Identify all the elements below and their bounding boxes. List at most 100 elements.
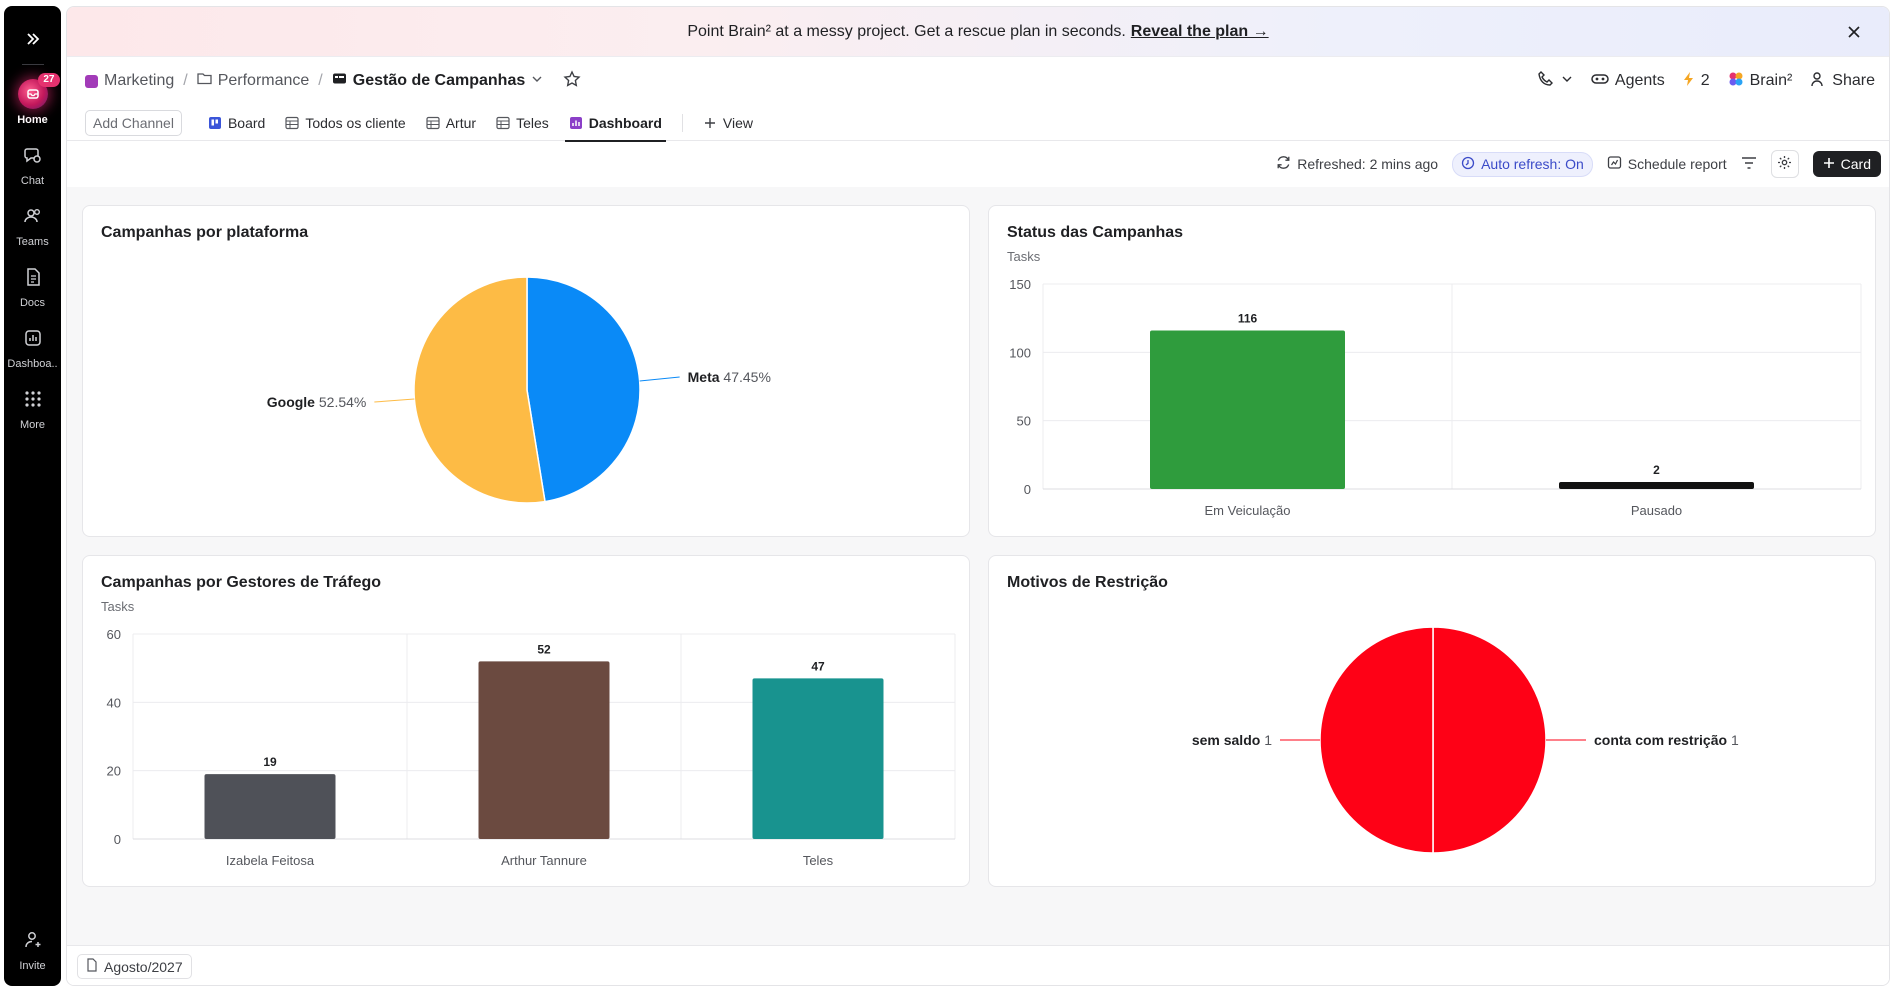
rail-item-teams[interactable]: Teams (4, 201, 61, 248)
breadcrumb-current[interactable]: Gestão de Campanhas (352, 72, 526, 89)
breadcrumb-space[interactable]: Marketing (104, 72, 175, 89)
rail-item-more[interactable]: More (4, 384, 61, 431)
list-icon (332, 72, 347, 90)
tab-label: Todos os cliente (305, 114, 406, 131)
y-tick-label: 150 (1009, 277, 1031, 292)
pie-chart-plataforma: Meta 47.45% Google 52.54% (267, 276, 771, 504)
expand-sidebar-icon[interactable] (22, 28, 44, 50)
card-status-das-campanhas[interactable]: Status das Campanhas Tasks 0 50 100 150 116 E… (988, 205, 1876, 537)
bar-data-label: 19 (263, 755, 277, 769)
pie-slice-meta[interactable] (526, 276, 641, 503)
bar-izabela-feitosa[interactable] (204, 774, 336, 839)
add-card-button[interactable]: Card (1812, 151, 1881, 177)
schedule-report-button[interactable]: Schedule report (1607, 155, 1727, 173)
sheet-tab[interactable]: Agosto/2027 (77, 954, 192, 979)
agents-button[interactable]: Agents (1591, 72, 1665, 90)
table-icon (285, 116, 299, 130)
lightning-icon (1683, 71, 1695, 92)
tab-label: Board (227, 114, 266, 131)
x-tick-label: Em Veiculação (1205, 503, 1291, 518)
banner-link[interactable]: Reveal the plan → (1130, 22, 1269, 40)
pie-leader-line (374, 398, 415, 403)
table-icon (496, 116, 510, 130)
y-tick-label: 40 (107, 695, 121, 710)
add-card-label: Card (1840, 156, 1871, 172)
tab-artur[interactable]: Artur (422, 105, 480, 141)
tab-board[interactable]: Board (204, 105, 269, 141)
rail-item-label: Invite (19, 960, 46, 972)
rail-item-label: Home (17, 114, 48, 126)
y-tick-label: 20 (107, 764, 121, 779)
pie-leader-line (639, 376, 680, 382)
schedule-icon (1607, 155, 1622, 173)
sheet-label: Agosto/2027 (104, 958, 183, 975)
auto-refresh-toggle[interactable]: Auto refresh: On (1452, 151, 1593, 177)
bar-data-label: 116 (1238, 311, 1258, 325)
pie-slice-sem-saldo[interactable] (1319, 626, 1434, 854)
rail-item-invite[interactable]: Invite (4, 925, 61, 972)
close-icon[interactable] (1843, 21, 1865, 43)
breadcrumb: Marketing / Performance / Gestão de Camp… (85, 69, 581, 93)
x-tick-label: Izabela Feitosa (226, 853, 315, 868)
filter-button[interactable] (1741, 156, 1757, 173)
pie-slice-google[interactable] (413, 276, 546, 504)
clock-icon (1461, 156, 1475, 173)
bar-arthur-tannure[interactable] (478, 661, 610, 839)
page-header: Marketing / Performance / Gestão de Camp… (67, 57, 1889, 105)
dashboard-icon (569, 116, 583, 130)
breadcrumb-folder[interactable]: Performance (217, 72, 310, 89)
card-campanhas-por-plataforma[interactable]: Campanhas por plataforma Meta 47.45% Goog… (82, 205, 970, 537)
card-title: Status das Campanhas (1007, 224, 1184, 241)
tab-dashboard[interactable]: Dashboard (564, 105, 667, 142)
plus-icon (1823, 156, 1835, 172)
add-view-button[interactable]: View (699, 105, 757, 141)
tab-todos-os-cliente[interactable]: Todos os cliente (281, 105, 409, 141)
table-icon (426, 116, 440, 130)
tab-divider (681, 113, 683, 132)
schedule-label: Schedule report (1627, 156, 1727, 172)
refresh-icon (1276, 155, 1291, 173)
rail-item-label: More (19, 419, 46, 431)
sheet-footer: Agosto/2027 (67, 945, 1889, 985)
rail-item-home[interactable]: 27 Home (4, 73, 61, 126)
pie-slice-conta-com-restri-o[interactable] (1432, 626, 1547, 854)
breadcrumb-separator: / (318, 72, 323, 89)
bar-teles[interactable] (752, 678, 884, 839)
refresh-button[interactable]: Refreshed: 2 mins ago (1276, 155, 1438, 173)
automations-button[interactable]: 2 (1683, 71, 1710, 92)
chevron-down-icon[interactable] (531, 72, 543, 90)
x-tick-label: Arthur Tannure (501, 853, 587, 868)
tab-teles[interactable]: Teles (492, 105, 553, 141)
bar-em-veiculacao[interactable] (1150, 330, 1345, 489)
call-button[interactable] (1537, 70, 1573, 93)
share-button[interactable]: Share (1810, 71, 1875, 92)
brain-button[interactable]: Brain² (1728, 71, 1792, 92)
invite-user-icon (18, 925, 48, 955)
chevron-down-icon (1561, 72, 1573, 90)
tab-label: Teles (516, 114, 549, 131)
automations-count: 2 (1700, 72, 1710, 89)
auto-refresh-label: Auto refresh: On (1481, 156, 1584, 172)
home-icon: 27 (17, 73, 60, 109)
settings-button[interactable] (1770, 150, 1799, 178)
banner-text: Point Brain² at a messy project. Get a r… (687, 22, 1126, 40)
breadcrumb-separator: / (183, 72, 188, 89)
star-icon[interactable] (563, 69, 581, 93)
card-title: Campanhas por plataforma (101, 224, 309, 241)
gear-icon (1777, 155, 1792, 173)
rail-item-dashboards[interactable]: Dashboa.. (4, 323, 61, 370)
card-campanhas-por-gestores[interactable]: Campanhas por Gestores de Tráfego Tasks … (82, 555, 970, 887)
space-icon (85, 74, 98, 88)
rail-item-docs[interactable]: Docs (4, 262, 61, 309)
chat-icon (18, 140, 48, 170)
dashboard-canvas: Campanhas por plataforma Meta 47.45% Goog… (67, 187, 1889, 947)
y-tick-label: 50 (1017, 414, 1031, 429)
bar-data-label: 2 (1653, 463, 1660, 477)
add-channel-button[interactable]: Add Channel (85, 109, 182, 136)
docs-icon (18, 262, 48, 292)
brain-icon (1728, 71, 1744, 92)
card-motivos-de-restricao[interactable]: Motivos de Restrição conta com restrição… (988, 555, 1876, 887)
pie-label: Meta 47.45% (688, 369, 771, 385)
bar-pausado[interactable] (1559, 482, 1754, 489)
rail-item-chat[interactable]: Chat (4, 140, 61, 187)
